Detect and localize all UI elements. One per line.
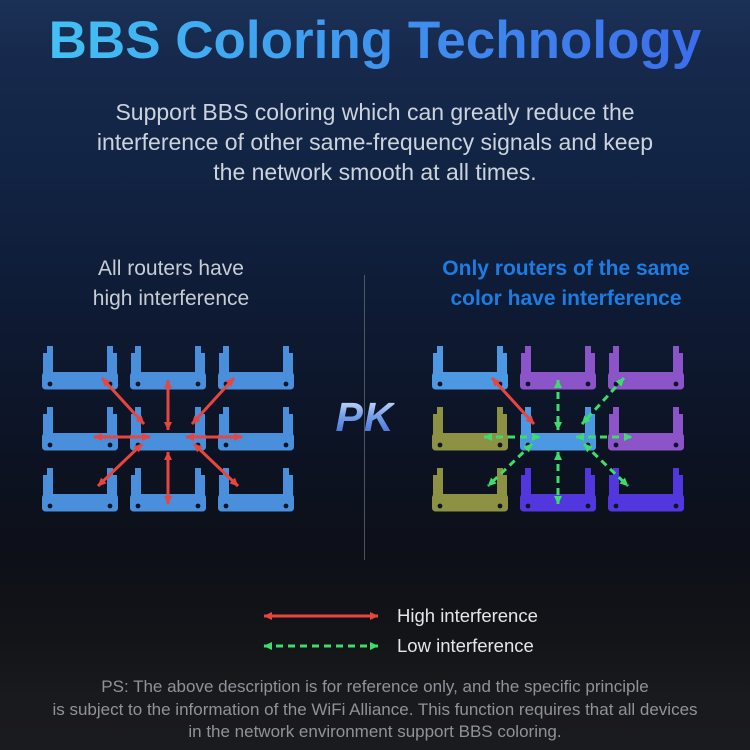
legend-item-high-interference: High interference [254,605,538,627]
right-router-grid [432,346,684,512]
heading-line: Only routers of the same [442,257,690,280]
subtitle-line: the network smooth at all times. [213,159,537,185]
router [218,407,294,451]
high-interference-arrow [190,376,236,426]
router [608,407,684,451]
low-interference-arrow [580,376,626,426]
high-interference-arrow [192,442,240,488]
vertical-divider [364,275,365,560]
router [42,468,118,512]
footer-line: in the network environment support BBS c… [188,722,562,741]
footer-note: PS: The above description is for referen… [0,676,750,744]
left-router-grid [42,346,294,512]
low-interference-arrow [486,442,534,488]
high-interference-arrow [96,442,144,488]
right-panel-heading: Only routers of the same color have inte… [426,254,706,314]
legend-label: Low interference [397,635,534,656]
high-interference-arrow [100,376,146,426]
heading-line: All routers have [98,257,244,280]
router [432,407,508,451]
router [608,468,684,512]
footer-line: PS: The above description is for referen… [101,677,649,696]
high-interference-arrow [490,376,536,426]
page-title: BBS Coloring Technology [0,10,750,71]
subtitle-line: interference of other same-frequency sig… [96,129,654,155]
left-panel-heading: All routers have high interference [31,254,311,314]
pk-versus-label: PK [335,394,395,440]
router [42,407,118,451]
high-interference-arrow-sample [263,612,379,620]
subtitle: Support BBS coloring which can greatly r… [0,97,750,187]
legend-label: High interference [397,605,538,626]
footer-line: is subject to the information of the WiF… [52,699,698,719]
router [218,468,294,512]
subtitle-line: Support BBS coloring which can greatly r… [115,99,635,125]
legend-item-low-interference: Low interference [254,635,534,657]
low-interference-arrow [582,442,630,488]
heading-line: color have interference [450,287,682,310]
router [432,468,508,512]
low-interference-arrow-sample [263,642,379,650]
heading-line: high interference [92,287,250,310]
